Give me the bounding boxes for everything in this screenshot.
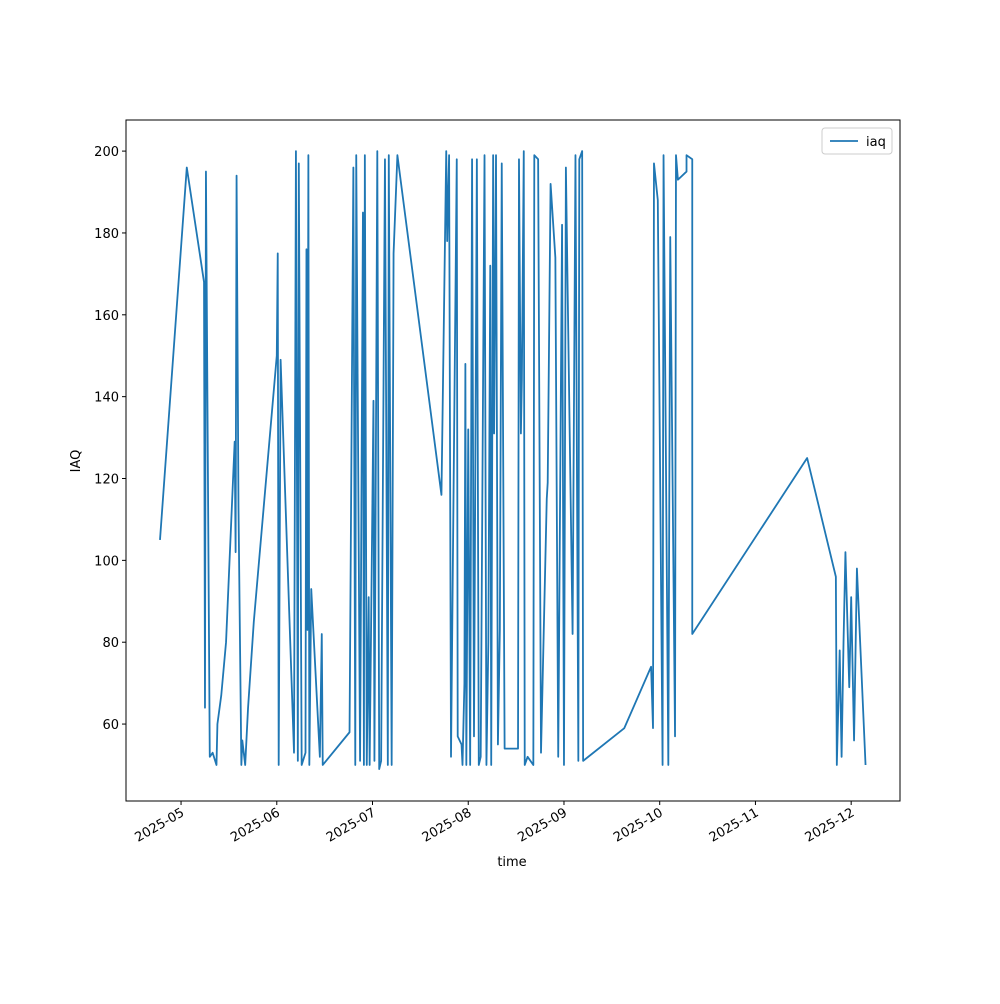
- y-tick-label: 120: [94, 473, 119, 488]
- y-tick-label: 200: [94, 145, 119, 160]
- legend-label: iaq: [866, 135, 886, 150]
- y-axis-label: IAQ: [69, 450, 84, 473]
- y-tick-label: 60: [102, 718, 119, 733]
- y-tick-label: 140: [94, 391, 119, 406]
- y-tick-label: 80: [102, 636, 119, 651]
- plot-frame: [125, 119, 901, 802]
- y-tick-label: 160: [94, 309, 119, 324]
- y-tick-label: 100: [94, 554, 119, 569]
- y-tick-label: 180: [94, 227, 119, 242]
- data-line: [159, 150, 867, 770]
- x-axis-label: time: [497, 855, 526, 870]
